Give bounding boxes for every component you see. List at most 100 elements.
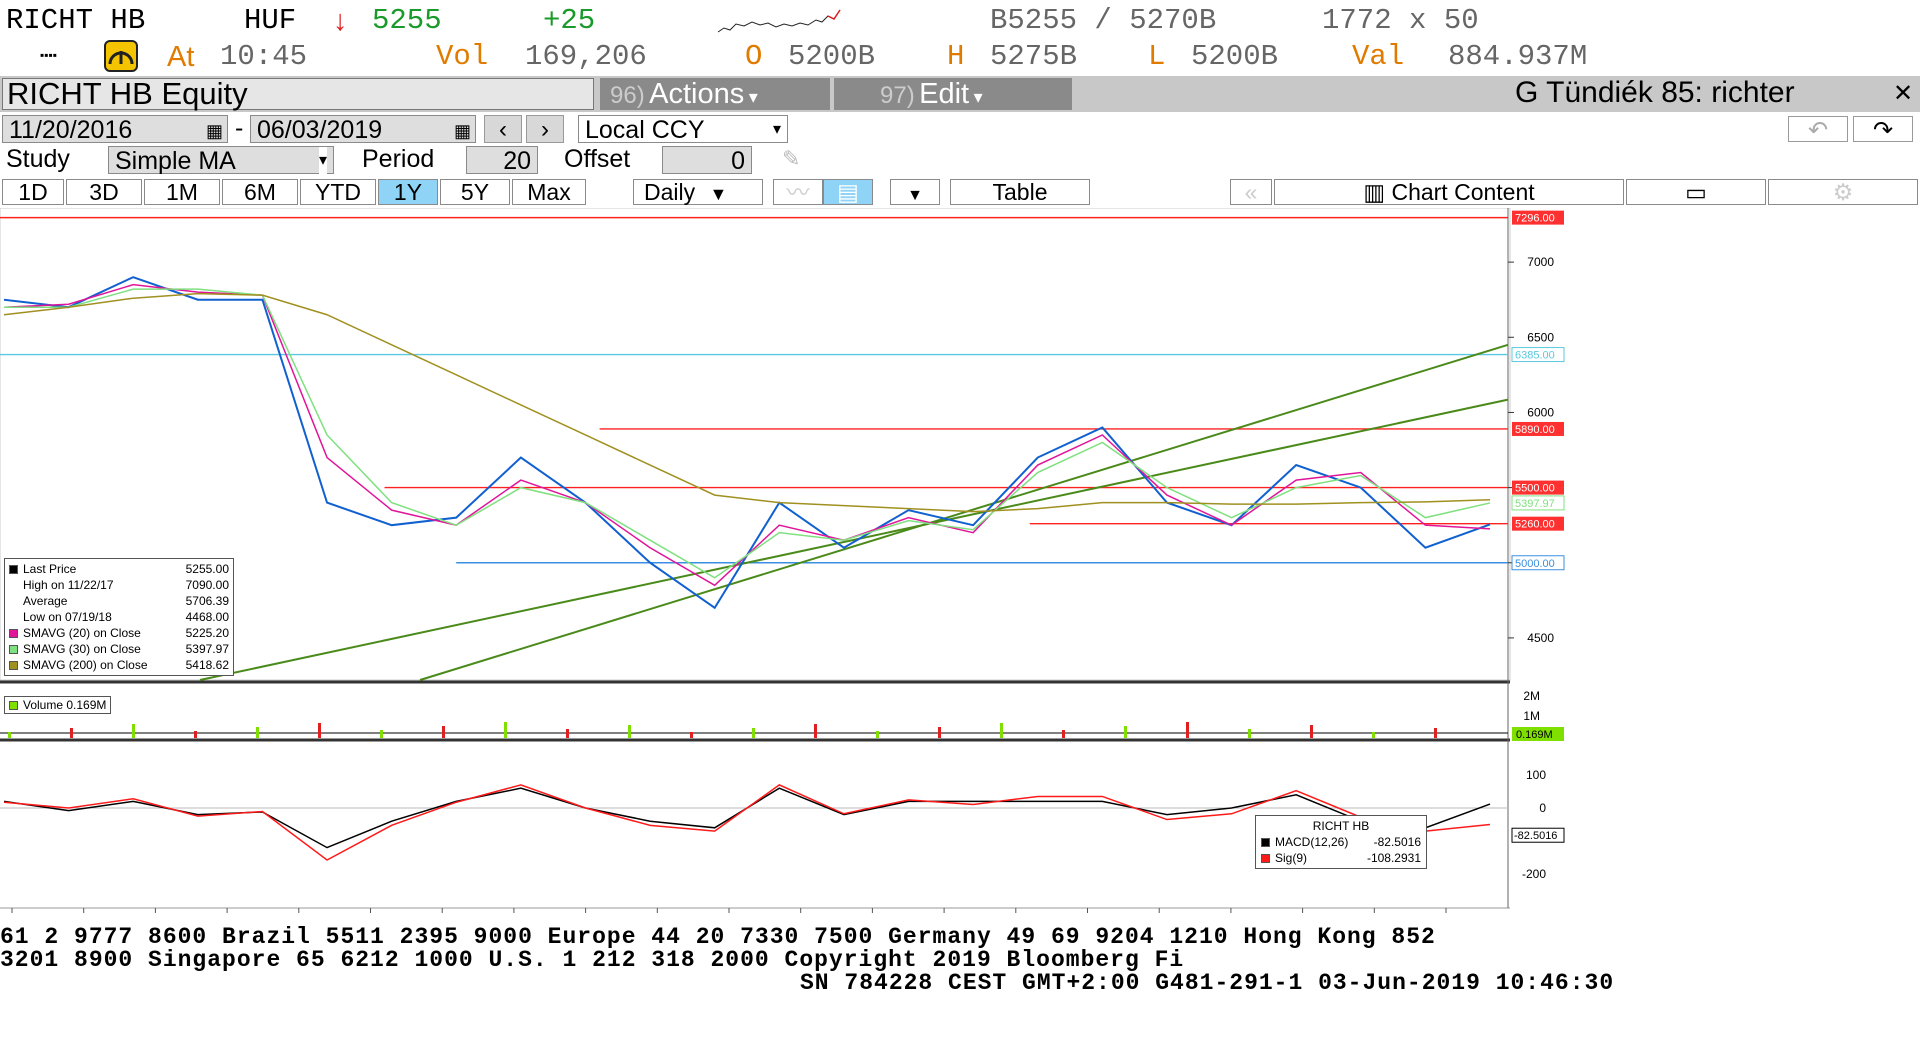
high-label: H [947, 40, 965, 73]
macd-label: MACD(12,26) [1275, 835, 1349, 849]
tab-1m[interactable]: 1M [144, 179, 220, 205]
price-tag-label: 5890.00 [1515, 424, 1555, 436]
signal-legend-row: Sig(9) -108.2931 [1261, 850, 1421, 866]
macd-last-box [1511, 827, 1565, 843]
legend-label: High on 11/22/17 [23, 578, 114, 592]
collapse-button[interactable]: « [1230, 179, 1272, 205]
volume-legend-label: Volume 0.169M [23, 698, 107, 712]
volume-bar [442, 726, 445, 738]
study-label: Study [6, 145, 70, 173]
line-chart-type-button[interactable]: 〰 [773, 179, 823, 205]
security-name: RICHT HB Equity [7, 76, 248, 111]
val-label: Val [1352, 40, 1405, 73]
series-line-smavg-20- [3, 283, 1491, 587]
tab-6m[interactable]: 6M [222, 179, 298, 205]
macd-tick-label: 0 [1539, 801, 1546, 815]
volume-bar [628, 725, 631, 738]
close-icon[interactable]: ✕ [1893, 80, 1914, 107]
caret-down-icon: ▾ [973, 87, 983, 107]
price-tag-box [1511, 495, 1565, 511]
volume-bar [132, 724, 135, 738]
edit-button[interactable]: 97) Edit ▾ [834, 78, 1072, 110]
tab-1y[interactable]: 1Y [378, 179, 438, 205]
volume-bar [1434, 728, 1437, 738]
offset-label: Offset [564, 145, 631, 173]
legend-swatch [9, 581, 18, 590]
volume-bar [8, 732, 11, 738]
price-panel-frame [0, 208, 1511, 681]
legend-item: SMAVG (20) on Close 5225.20 [9, 625, 229, 641]
macd-legend-row: MACD(12,26) -82.5016 [1261, 834, 1421, 850]
redo-button[interactable]: ↷ [1853, 116, 1913, 144]
legend-label: Low on 07/19/18 [23, 610, 112, 624]
legend-swatch [9, 613, 18, 622]
date-to: 06/03/2019 [257, 116, 383, 144]
legend-swatch [9, 629, 18, 638]
footer-line-1: 61 2 9777 8600 Brazil 5511 2395 9000 Eur… [0, 924, 1436, 950]
volume: 169,206 [525, 40, 647, 73]
legend-item: Low on 07/19/18 4468.00 [9, 609, 229, 625]
low-label: L [1148, 40, 1166, 73]
settings-button[interactable]: ⚙ [1768, 179, 1918, 205]
macd-legend-title: RICHT HB [1312, 819, 1370, 833]
tab-5y[interactable]: 5Y [440, 179, 510, 205]
volume-bar [752, 728, 755, 738]
signal-label: Sig(9) [1275, 851, 1308, 865]
chart-content-icon: ▥ [1363, 179, 1386, 205]
gear-icon: ⚙ [1832, 179, 1854, 205]
sparkline [717, 9, 841, 33]
chevron-left-icon: ‹ [499, 116, 507, 143]
tab-max[interactable]: Max [512, 179, 586, 205]
volume-tick-label: 1M [1523, 709, 1540, 723]
pencil-icon[interactable]: ✎ [782, 146, 801, 171]
chevron-down-icon: ▾ [772, 121, 781, 138]
calendar-icon[interactable]: ▦ [205, 121, 223, 141]
price-tag-label: 5260.00 [1515, 519, 1555, 531]
chart-type-dropdown[interactable]: ▼ [890, 179, 940, 205]
signal-line [3, 784, 1491, 861]
security-field[interactable]: RICHT HB Equity [2, 78, 594, 110]
footer-line-3: SN 784228 CEST GMT+2:00 G481-291-1 03-Ju… [800, 970, 1615, 996]
currency-select[interactable]: Local CCY ▾ [578, 115, 788, 144]
volume-bar [876, 731, 879, 738]
calendar-icon[interactable]: ▦ [453, 121, 471, 141]
table-button[interactable]: Table [950, 179, 1090, 205]
price-tag-label: 7296.00 [1515, 213, 1555, 225]
period-input[interactable]: 20 [466, 146, 538, 175]
tab-3d[interactable]: 3D [66, 179, 142, 205]
legend-label: Last Price [23, 562, 77, 576]
value-traded: 884.937M [1448, 40, 1588, 73]
next-period-button[interactable]: › [526, 115, 564, 143]
annotation-icon: ▭ [1685, 179, 1707, 205]
tab-1d[interactable]: 1D [2, 179, 64, 205]
prev-period-button[interactable]: ‹ [484, 115, 522, 143]
ticker: RICHT HB [6, 4, 146, 37]
series-line-smavg-200- [3, 292, 1491, 513]
menu-dots[interactable]: ▪▪▪▪ [40, 48, 58, 62]
price-tick-label: 7000 [1527, 255, 1554, 269]
frequency-select[interactable]: Daily ▼ [633, 179, 763, 205]
legend-item: Average 5706.39 [9, 593, 229, 609]
date-from-field[interactable]: 11/20/2016 ▦ [2, 115, 228, 144]
offset-input[interactable]: 0 [662, 146, 752, 175]
price-tag-label: 5397.97 [1515, 498, 1555, 510]
date-from: 11/20/2016 [9, 116, 133, 144]
undo-button[interactable]: ↶ [1788, 116, 1848, 144]
tab-ytd[interactable]: YTD [300, 179, 376, 205]
volume-bar [1310, 725, 1313, 738]
study-select[interactable]: Simple MA ▾ [108, 146, 334, 175]
price-tag-box [1511, 555, 1565, 571]
open-label: O [745, 40, 763, 73]
annotation-button[interactable]: ▭ [1626, 179, 1766, 205]
undo-icon: ↶ [1807, 117, 1829, 144]
macd-swatch [1261, 838, 1270, 847]
price-tick-label: 6000 [1527, 405, 1554, 419]
bar-chart-type-button[interactable]: ▤ [823, 179, 873, 205]
chart-content-button[interactable]: ▥ Chart Content [1274, 179, 1624, 205]
gauge-icon [104, 40, 138, 72]
actions-button[interactable]: 96) Actions ▾ [600, 78, 830, 110]
date-to-field[interactable]: 06/03/2019 ▦ [250, 115, 476, 144]
period-label: Period [362, 145, 435, 173]
price-tag-box [1511, 347, 1565, 363]
price-tag-box [1512, 421, 1564, 436]
